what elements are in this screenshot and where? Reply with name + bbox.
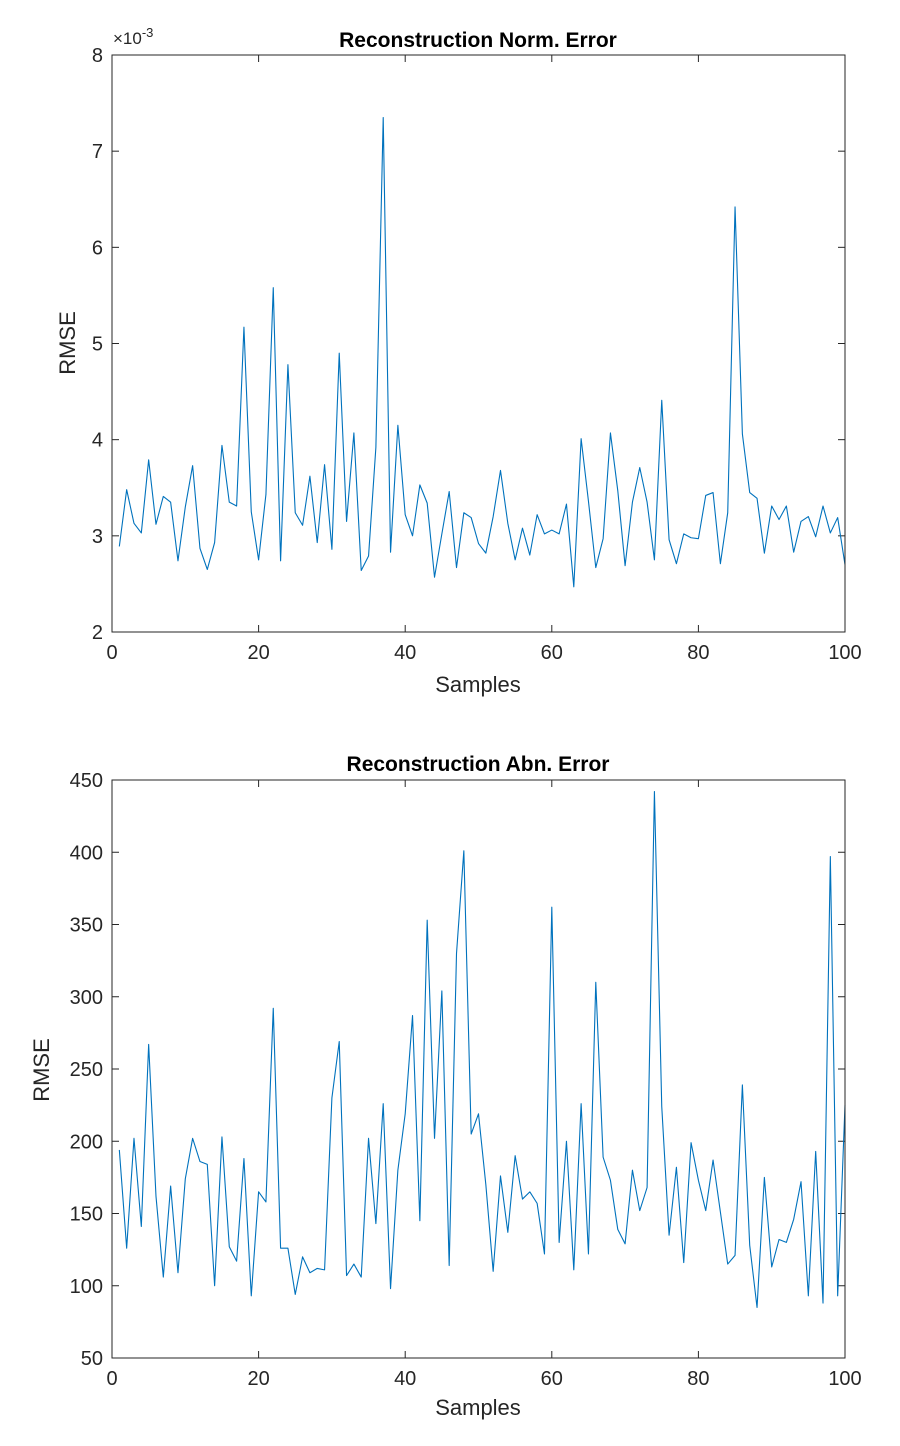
x-tick-label: 60 — [541, 1368, 563, 1390]
y-tick-label: 4 — [92, 430, 103, 452]
y-tick-label: 450 — [70, 770, 103, 792]
x-tick-label: 40 — [394, 642, 416, 664]
y-axis-label: RMSE — [29, 1038, 54, 1102]
x-tick-label: 20 — [247, 642, 269, 664]
x-tick-label: 0 — [106, 642, 117, 664]
x-tick-label: 40 — [394, 1368, 416, 1390]
y-tick-label: 7 — [92, 141, 103, 163]
series-layer — [118, 116, 846, 588]
y-tick-label: 6 — [92, 237, 103, 259]
y-tick-label: 350 — [70, 915, 103, 937]
y-tick-label: 3 — [92, 526, 103, 548]
x-tick-label: 100 — [828, 1368, 861, 1390]
axis-ticks: 0 20 40 60 80 100 50 100 150 200 250 300 350 400 450 — [70, 770, 862, 1390]
x-tick-label: 80 — [687, 642, 709, 664]
y-tick-label: 150 — [70, 1204, 103, 1226]
x-tick-label: 80 — [687, 1368, 709, 1390]
series-line — [118, 116, 846, 588]
y-tick-label: 200 — [70, 1131, 103, 1153]
y-tick-label: 100 — [70, 1276, 103, 1298]
x-tick-label: 60 — [541, 642, 563, 664]
y-axis-label: RMSE — [55, 311, 80, 375]
chart-reconstruction-norm-error: Reconstruction Norm. Error ×10-3 RMSE Sa… — [55, 25, 862, 697]
x-tick-label: 20 — [247, 1368, 269, 1390]
y-tick-label: 50 — [81, 1348, 103, 1370]
x-tick-label: 100 — [828, 642, 861, 664]
x-axis-label: Samples — [435, 1395, 521, 1420]
axes-box — [111, 54, 846, 633]
x-tick-label: 0 — [106, 1368, 117, 1390]
axes-box — [111, 779, 846, 1359]
series-line — [118, 791, 846, 1308]
y-tick-label: 300 — [70, 987, 103, 1009]
chart-title: Reconstruction Abn. Error — [347, 753, 610, 776]
chart-reconstruction-abn-error: Reconstruction Abn. Error RMSE Samples 0… — [29, 753, 862, 1420]
y-tick-label: 8 — [92, 45, 103, 67]
series-layer — [118, 791, 846, 1308]
y-tick-label: 250 — [70, 1059, 103, 1081]
x-axis-label: Samples — [435, 672, 521, 697]
y-tick-label: 2 — [92, 622, 103, 644]
axis-ticks: 0 20 40 60 80 100 2 3 4 5 6 7 8 — [92, 45, 862, 664]
y-tick-label: 5 — [92, 334, 103, 356]
y-tick-label: 400 — [70, 842, 103, 864]
exponent-label: ×10-3 — [113, 25, 153, 48]
chart-title: Reconstruction Norm. Error — [339, 29, 617, 52]
